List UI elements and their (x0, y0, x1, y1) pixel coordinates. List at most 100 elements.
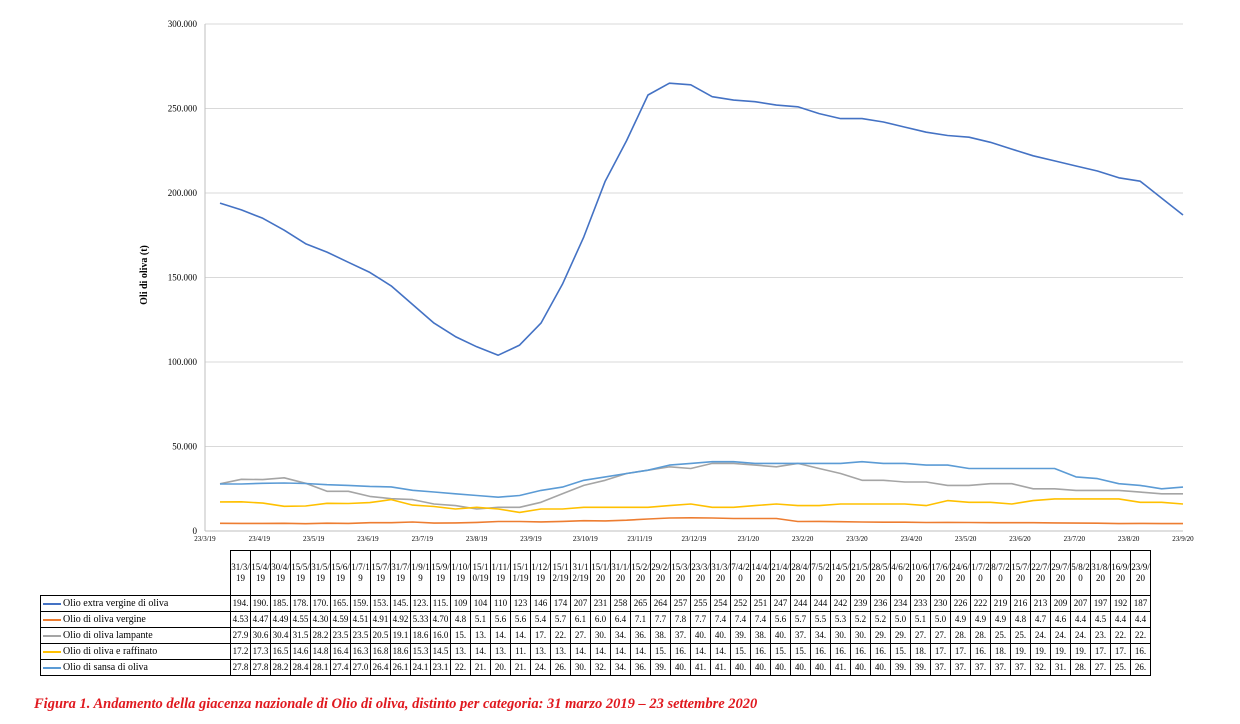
table-cell: 123. (410, 595, 431, 612)
table-cell: 30.4 (270, 627, 291, 644)
y-tick-label: 0 (193, 526, 198, 536)
table-cell: 40. (810, 659, 831, 676)
table-cell: 40. (690, 627, 711, 644)
table-cell: 209 (1050, 595, 1071, 612)
legend-swatch (43, 602, 61, 605)
table-cell: 123 (510, 595, 531, 612)
table-column-header: 1/11/19 (490, 550, 511, 596)
table-cell: 14.6 (290, 643, 311, 660)
series-legend-entry: Olio extra vergine di oliva (40, 595, 231, 612)
x-tick-label: 23/9/20 (1172, 535, 1194, 543)
table-cell: 4.9 (950, 611, 971, 628)
table-cell: 18.6 (390, 643, 411, 660)
series-legend-entry: Olio di oliva lampante (40, 627, 231, 644)
gridlines (205, 23, 1183, 532)
table-column-header: 21/5/20 (850, 550, 871, 596)
table-cell: 16. (1130, 643, 1151, 660)
table-cell: 110 (490, 595, 511, 612)
table-cell: 17. (530, 627, 551, 644)
x-tick-label: 23/8/20 (1118, 535, 1140, 543)
table-cell: 19.1 (390, 627, 411, 644)
table-column-header: 14/5/20 (830, 550, 851, 596)
table-cell: 27.8 (250, 659, 271, 676)
table-row: Olio extra vergine di oliva 194. 190. 185. 1… (40, 595, 1151, 612)
legend-swatch (43, 650, 61, 653)
table-cell: 13. (450, 643, 471, 660)
table-cell: 4.5 (1090, 611, 1111, 628)
table-cell: 40. (770, 659, 791, 676)
table-cell: 41. (690, 659, 711, 676)
table-cell: 174 (550, 595, 571, 612)
table-cell: 6.4 (610, 611, 631, 628)
table-cell: 5.4 (530, 611, 551, 628)
table-cell: 14. (610, 643, 631, 660)
table-cell: 26.1 (390, 659, 411, 676)
table-cell: 30. (850, 627, 871, 644)
table-cell: 26.4 (370, 659, 391, 676)
table-cell: 31.5 (290, 627, 311, 644)
table-cell: 5.6 (490, 611, 511, 628)
table-cell: 16. (810, 643, 831, 660)
legend-swatch (43, 634, 61, 637)
table-cell: 104 (470, 595, 491, 612)
table-cell: 258 (610, 595, 631, 612)
x-tick-label: 23/3/19 (194, 535, 216, 543)
table-column-header: 17/6/20 (930, 550, 951, 596)
table-cell: 5.1 (910, 611, 931, 628)
series-legend-entry: Olio di sansa di oliva (40, 659, 231, 676)
legend-label: Olio di oliva lampante (63, 630, 153, 641)
table-cell: 38. (750, 627, 771, 644)
table-column-header: 31/1/20 (610, 550, 631, 596)
table-column-header: 14/4/20 (750, 550, 771, 596)
table-cell: 30. (590, 627, 611, 644)
table-cell: 239 (850, 595, 871, 612)
table-cell: 34. (810, 627, 831, 644)
table-cell: 4.8 (1010, 611, 1031, 628)
table-cell: 5.33 (410, 611, 431, 628)
table-cell: 40. (870, 659, 891, 676)
table-cell: 4.53 (230, 611, 251, 628)
table-cell: 14.5 (430, 643, 451, 660)
table-cell: 40. (850, 659, 871, 676)
table-cell: 207 (1070, 595, 1091, 612)
table-cell: 226 (950, 595, 971, 612)
y-tick-label: 300.000 (168, 19, 198, 29)
table-cell: 30. (570, 659, 591, 676)
legend-label: Olio di oliva e raffinato (63, 646, 158, 657)
table-cell: 4.49 (270, 611, 291, 628)
series-line-4 (219, 498, 1184, 514)
table-cell: 4.6 (1050, 611, 1071, 628)
x-tick-label: 23/8/19 (466, 535, 488, 543)
table-cell: 37. (990, 659, 1011, 676)
table-column-header: 15/7/20 (1010, 550, 1031, 596)
table-cell: 4.51 (350, 611, 371, 628)
table-cell: 14.8 (310, 643, 331, 660)
table-cell: 7.4 (750, 611, 771, 628)
table-cell: 7.4 (710, 611, 731, 628)
y-tick-label: 100.000 (168, 357, 198, 367)
table-cell: 20. (490, 659, 511, 676)
table-cell: 7.8 (670, 611, 691, 628)
x-tick-label: 23/7/20 (1064, 535, 1086, 543)
table-cell: 192 (1110, 595, 1131, 612)
table-cell: 27.8 (230, 659, 251, 676)
table-cell: 5.7 (790, 611, 811, 628)
table-column-header: 15/11/19 (510, 550, 531, 596)
legend-swatch (43, 618, 61, 621)
table-cell: 14. (630, 643, 651, 660)
table-cell: 244 (810, 595, 831, 612)
x-tick-label: 23/12/19 (682, 535, 707, 543)
table-cell: 16. (670, 643, 691, 660)
table-column-header: 15/1/20 (590, 550, 611, 596)
table-cell: 26. (550, 659, 571, 676)
table-cell: 6.1 (570, 611, 591, 628)
table-cell: 197 (1090, 595, 1111, 612)
table-cell: 30. (830, 627, 851, 644)
table-cell: 29. (890, 627, 911, 644)
table-column-header: 31/5/19 (310, 550, 331, 596)
table-row: Olio di oliva e raffinato 17.2 17.3 16.5 14.… (40, 643, 1151, 660)
table-cell: 29. (870, 627, 891, 644)
table-cell: 15. (650, 643, 671, 660)
table-cell: 185. (270, 595, 291, 612)
table-cell: 15. (790, 643, 811, 660)
